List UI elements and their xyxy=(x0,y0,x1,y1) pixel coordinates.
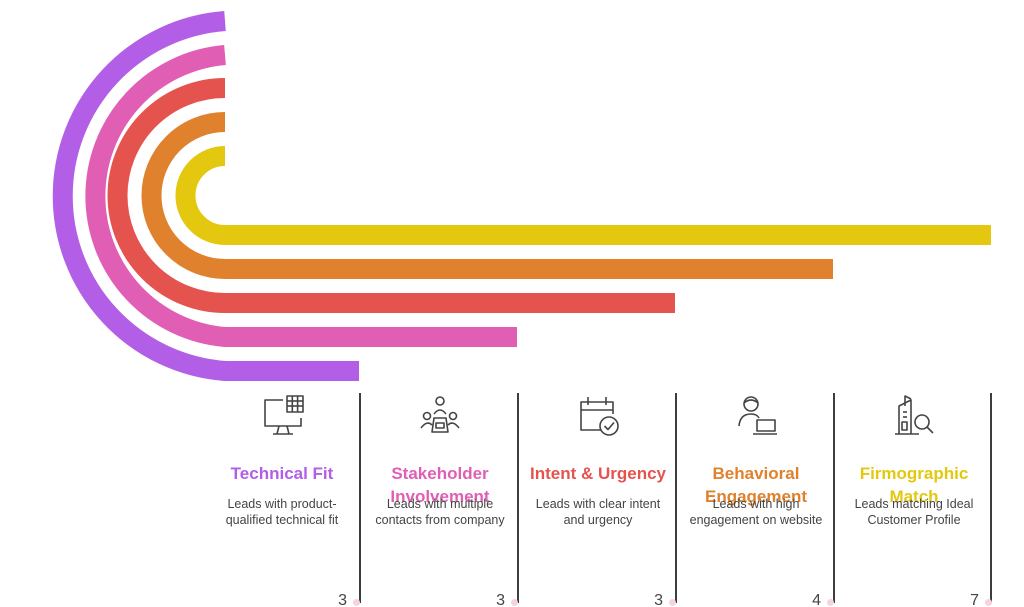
item-value: 3 xyxy=(338,592,347,607)
divider xyxy=(833,393,835,603)
arc-bar-firmographic xyxy=(175,146,991,245)
arc-bar-behavioral xyxy=(141,112,833,279)
column-firmographic-match: Firmographic Match Leads matching Ideal … xyxy=(839,388,992,607)
item-value: 3 xyxy=(496,592,505,607)
item-description: Leads with product-qualified technical f… xyxy=(225,497,339,527)
item-value: 7 xyxy=(970,592,979,607)
column-stakeholder-involvement: Stakeholder Involvement Leads with multi… xyxy=(365,388,518,607)
building-search-icon xyxy=(895,395,934,435)
marker-dot xyxy=(511,599,518,606)
marker-dot xyxy=(353,599,360,606)
item-description: Leads matching Ideal Customer Profile xyxy=(854,497,974,527)
divider xyxy=(675,393,677,603)
item-value: 4 xyxy=(812,592,821,607)
marker-dot xyxy=(827,599,834,606)
meeting-group-icon xyxy=(420,396,460,433)
item-description: Leads with multiple contacts from compan… xyxy=(375,497,505,527)
column-behavioral-engagement: Behavioral Engagement Leads with high en… xyxy=(681,388,834,607)
item-title: Technical Fit xyxy=(230,464,334,483)
item-title: Behavioral Engagement xyxy=(704,464,808,506)
item-title: Intent & Urgency xyxy=(529,464,667,483)
item-value: 3 xyxy=(654,592,663,607)
item-title: Stakeholder Involvement xyxy=(390,464,490,506)
arc-bar-stakeholder xyxy=(85,45,517,347)
item-description: Leads with clear intent and urgency xyxy=(535,497,661,527)
person-laptop-icon xyxy=(738,396,777,435)
marker-dot xyxy=(985,599,992,606)
marker-dot xyxy=(669,599,676,606)
column-technical-fit: Technical Fit Leads with product-qualifi… xyxy=(207,388,360,607)
divider xyxy=(990,393,992,603)
divider xyxy=(517,393,519,603)
calendar-check-icon xyxy=(580,397,619,436)
item-description: Leads with high engagement on website xyxy=(689,497,823,527)
monitor-table-icon xyxy=(264,395,304,435)
divider xyxy=(359,393,361,603)
column-intent-urgency: Intent & Urgency Leads with clear intent… xyxy=(523,388,676,607)
item-title: Firmographic Match xyxy=(859,464,969,506)
arc-bar-technical xyxy=(52,11,359,381)
arc-bar-intent xyxy=(107,78,675,313)
